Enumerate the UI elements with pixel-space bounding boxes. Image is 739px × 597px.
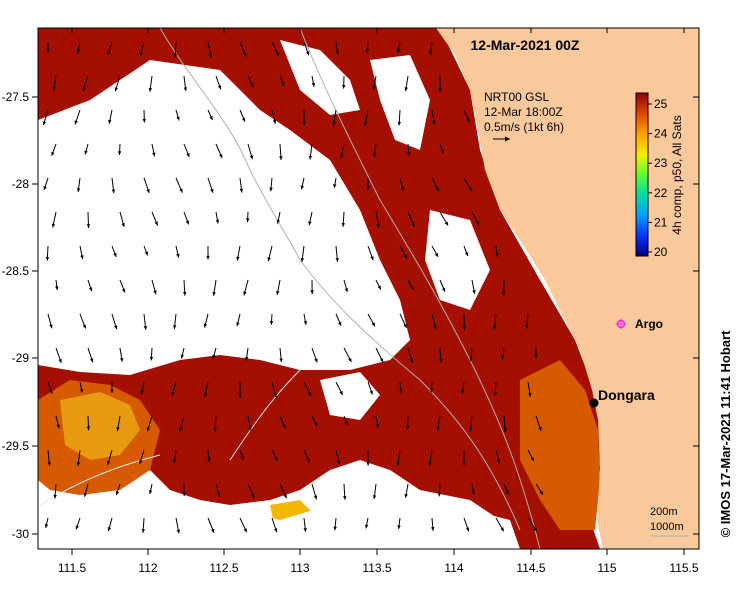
- colorbar-tick-label: 20: [654, 245, 668, 259]
- argo-label: Argo: [635, 317, 663, 331]
- y-tick-label: -28.5: [2, 264, 30, 278]
- y-tick-label: -28: [12, 177, 30, 191]
- y-tick-label: -29.5: [2, 439, 30, 453]
- y-tick-label: -29: [12, 351, 30, 365]
- x-tick-label: 115.5: [669, 561, 698, 575]
- x-tick-label: 112: [138, 561, 157, 575]
- x-tick-label: 112.5: [209, 561, 238, 575]
- credit-text: © IMOS 17-Mar-2021 11:41 Hobart: [718, 330, 733, 537]
- colorbar-tick-label: 23: [654, 156, 668, 170]
- contour-1000m-label: 1000m: [650, 521, 684, 533]
- colorbar-label: 4h comp, p50, All Sats: [670, 115, 684, 234]
- colorbar-tick-label: 24: [654, 127, 668, 141]
- legend-time: 12-Mar 18:00Z: [484, 105, 563, 119]
- legend-scale: 0.5m/s (1kt 6h): [484, 120, 564, 134]
- x-tick-label: 114.5: [516, 561, 545, 575]
- colorbar-scale: [636, 93, 648, 256]
- colorbar-tick-label: 25: [654, 97, 668, 111]
- x-tick-label: 114: [444, 561, 463, 575]
- x-tick-label: 113.5: [362, 561, 391, 575]
- x-tick-label: 113: [290, 561, 309, 575]
- legend-source: NRT00 GSL: [484, 90, 549, 104]
- x-tick-label: 115: [597, 561, 616, 575]
- contour-200m-label: 200m: [650, 506, 678, 518]
- y-tick-label: -27.5: [2, 90, 30, 104]
- dongara-label: Dongara: [598, 387, 655, 403]
- x-tick-label: 111.5: [58, 561, 87, 575]
- y-tick-label: -30: [12, 527, 30, 541]
- colorbar-tick-label: 21: [654, 215, 668, 229]
- map-title: 12-Mar-2021 00Z: [471, 37, 580, 53]
- colorbar-tick-label: 22: [654, 186, 668, 200]
